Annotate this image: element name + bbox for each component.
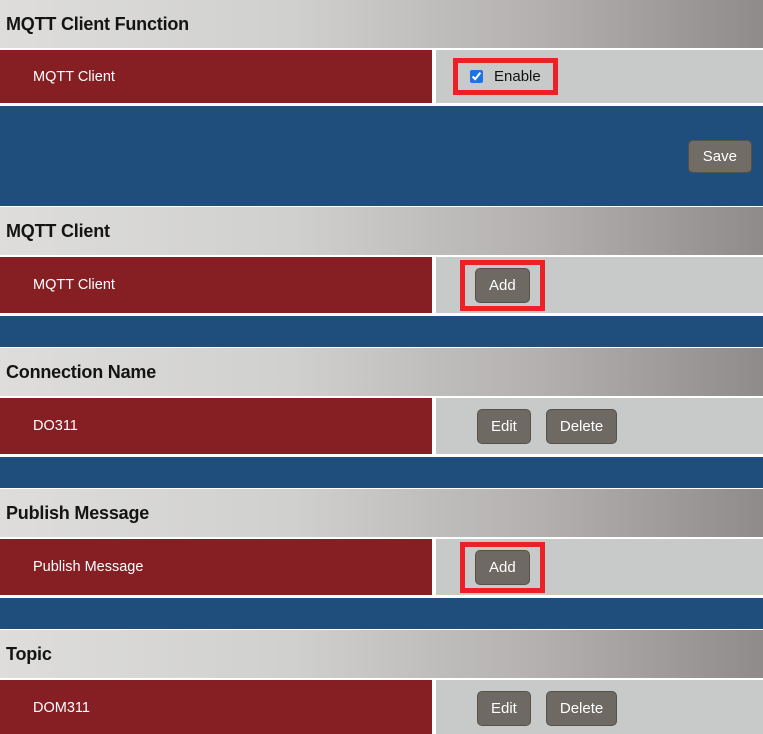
row-connection-do311: DO311 Edit Delete bbox=[0, 398, 763, 454]
enable-checkbox-label[interactable]: Enable bbox=[494, 68, 541, 85]
row-mqtt-client-add: MQTT Client Add bbox=[0, 257, 763, 313]
separator-bar bbox=[0, 457, 763, 488]
row-publish-message-add: Publish Message Add bbox=[0, 539, 763, 595]
add-publish-message-button[interactable]: Add bbox=[475, 549, 530, 585]
delete-topic-button[interactable]: Delete bbox=[545, 690, 618, 726]
row-control-cell: Edit Delete bbox=[436, 398, 763, 454]
header-publish-message: Publish Message bbox=[0, 489, 763, 537]
row-control-cell: Enable bbox=[436, 50, 763, 103]
edit-topic-button[interactable]: Edit bbox=[477, 690, 531, 726]
header-connection-name-text: Connection Name bbox=[6, 361, 157, 382]
enable-checkbox[interactable] bbox=[470, 70, 483, 83]
row-label-do311: DO311 bbox=[33, 418, 78, 434]
row-control-cell: Add bbox=[436, 257, 763, 313]
row-topic-dom311: DOM311 Edit Delete bbox=[0, 680, 763, 734]
row-control-cell: Add bbox=[436, 539, 763, 595]
separator-bar bbox=[0, 316, 763, 347]
header-topic-text: Topic bbox=[6, 643, 52, 664]
save-button[interactable]: Save bbox=[687, 139, 752, 173]
header-topic: Topic bbox=[0, 630, 763, 678]
header-mqtt-client-function: MQTT Client Function bbox=[0, 0, 763, 48]
header-mqtt-client-text: MQTT Client bbox=[6, 220, 110, 241]
row-control-cell: Edit Delete bbox=[436, 680, 763, 734]
delete-connection-button[interactable]: Delete bbox=[545, 408, 618, 444]
row-label-dom311: DOM311 bbox=[33, 700, 90, 716]
header-mqtt-client: MQTT Client bbox=[0, 207, 763, 255]
row-label-cell: MQTT Client bbox=[0, 50, 432, 103]
header-publish-message-text: Publish Message bbox=[6, 502, 150, 523]
row-label-mqtt-client: MQTT Client bbox=[33, 68, 115, 85]
row-label-cell: Publish Message bbox=[0, 539, 432, 595]
separator-bar bbox=[0, 598, 763, 629]
add-mqtt-client-button[interactable]: Add bbox=[475, 267, 530, 303]
row-label-cell: DOM311 bbox=[0, 680, 432, 734]
row-label-mqtt-client: MQTT Client bbox=[33, 277, 115, 293]
highlight-frame-add-client: Add bbox=[460, 259, 545, 311]
row-label-cell: DO311 bbox=[0, 398, 432, 454]
row-label-publish-message: Publish Message bbox=[33, 559, 144, 575]
highlight-frame-enable: Enable bbox=[453, 58, 558, 95]
save-bar: Save bbox=[0, 106, 763, 206]
row-mqtt-client-enable: MQTT Client Enable bbox=[0, 50, 763, 103]
row-label-cell: MQTT Client bbox=[0, 257, 432, 313]
header-mqtt-client-function-text: MQTT Client Function bbox=[6, 13, 189, 34]
edit-connection-button[interactable]: Edit bbox=[477, 408, 531, 444]
header-connection-name: Connection Name bbox=[0, 348, 763, 396]
highlight-frame-add-publish: Add bbox=[460, 541, 545, 593]
